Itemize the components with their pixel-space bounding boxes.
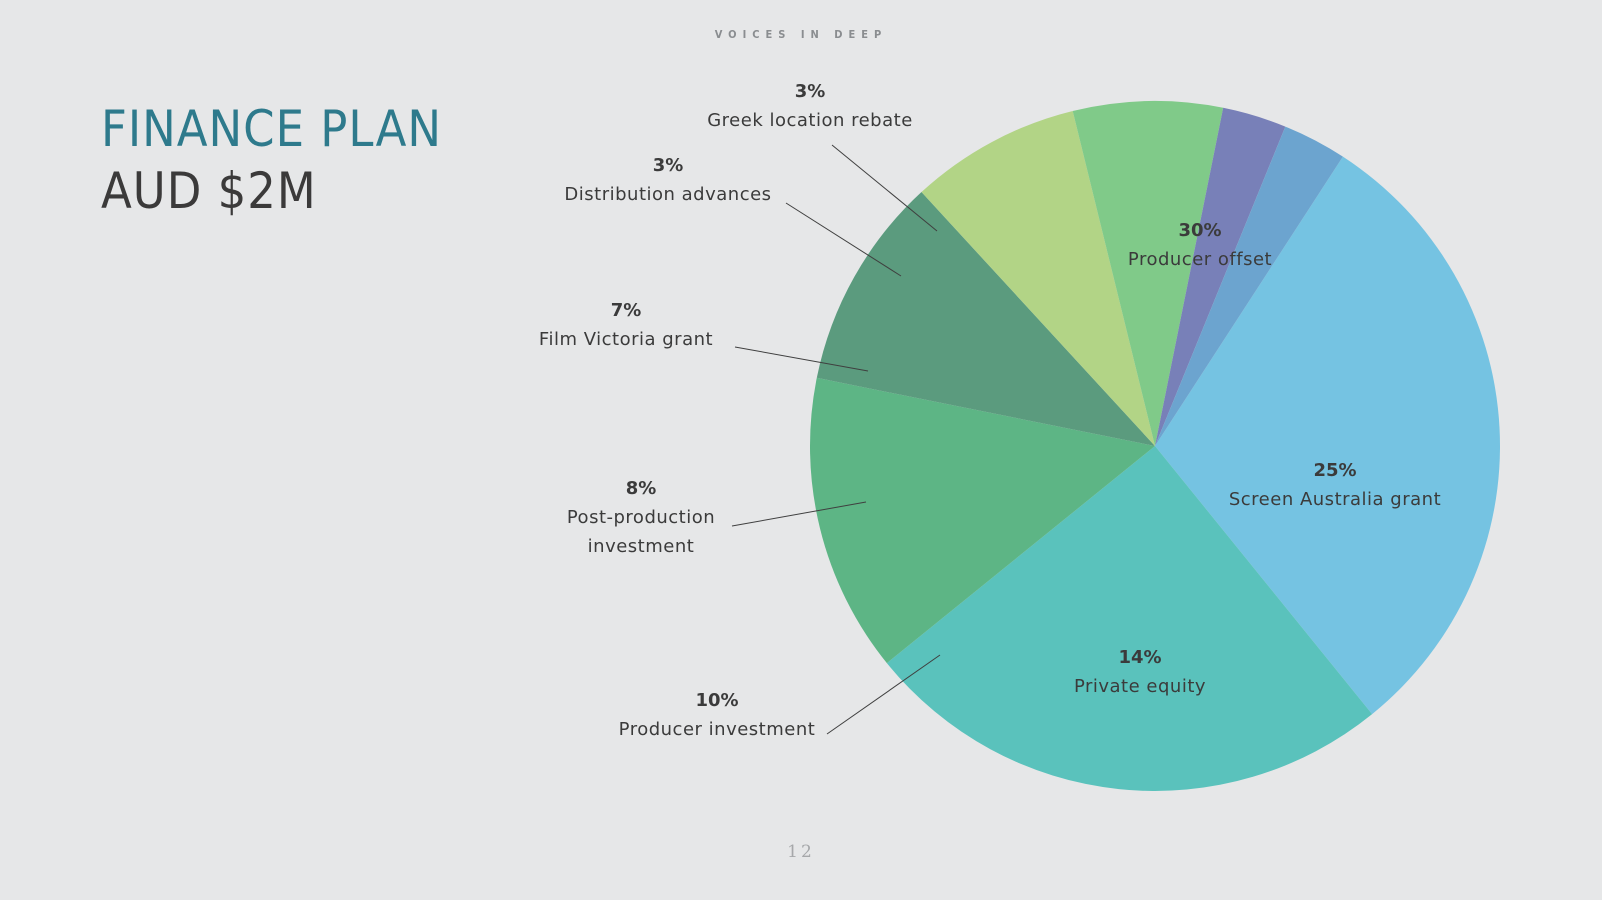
page-title: FINANCE PLAN AUD $2M [101, 98, 442, 222]
slice-percent: 7% [611, 300, 642, 321]
pie-slice-producer-investment [816, 192, 1155, 446]
title-line-2: AUD $2M [101, 162, 317, 220]
pie-slice-greek-location-rebate [1155, 126, 1343, 446]
slice-label: 3% Greek location rebate [707, 81, 913, 131]
pie-slice-producer-offset [1155, 156, 1500, 715]
slice-percent: 3% [795, 81, 826, 102]
pie-slice-post-production-investment [921, 110, 1155, 446]
slice-name: Distribution advances [564, 184, 771, 205]
slice-percent: 3% [653, 155, 684, 176]
title-line-1: FINANCE PLAN [101, 100, 443, 158]
slice-name: Private equity [1074, 676, 1206, 697]
slice-label: 10% Producer investment [619, 690, 816, 740]
slice-name: Film Victoria grant [539, 329, 713, 350]
page-number: 12 [787, 842, 815, 862]
slice-label: 8% Post-production investment [567, 478, 715, 557]
leader-line [785, 202, 902, 277]
leader-line [831, 144, 938, 232]
slice-name: Producer investment [619, 719, 816, 740]
slice-label: 14% Private equity [1074, 647, 1206, 697]
pie-slice-screen-australia-grant [886, 446, 1373, 791]
slice-name: Post-production [567, 507, 715, 528]
slice-name: Greek location rebate [707, 110, 913, 131]
slice-name: Screen Australia grant [1229, 489, 1441, 510]
leader-line [734, 346, 869, 372]
slice-name: investment [588, 536, 695, 557]
slice-label: 7% Film Victoria grant [539, 300, 713, 350]
pie-slice-private-equity [810, 377, 1155, 664]
leader-line [826, 654, 941, 735]
slice-label: 3% Distribution advances [564, 155, 771, 205]
slice-percent: 30% [1178, 220, 1221, 241]
pie-slice-film-victoria-grant [1072, 101, 1224, 447]
pie-slice-distribution-advances [1155, 107, 1286, 446]
slice-name: Producer offset [1128, 249, 1272, 270]
leader-line [731, 501, 867, 527]
slice-label: 30% Producer offset [1128, 220, 1272, 270]
slice-percent: 25% [1313, 460, 1356, 481]
slice-percent: 8% [626, 478, 657, 499]
slice-percent: 14% [1118, 647, 1161, 668]
slice-percent: 10% [695, 690, 738, 711]
header-brand: VOICES IN DEEP [714, 28, 888, 41]
slice-label: 25% Screen Australia grant [1229, 460, 1441, 510]
